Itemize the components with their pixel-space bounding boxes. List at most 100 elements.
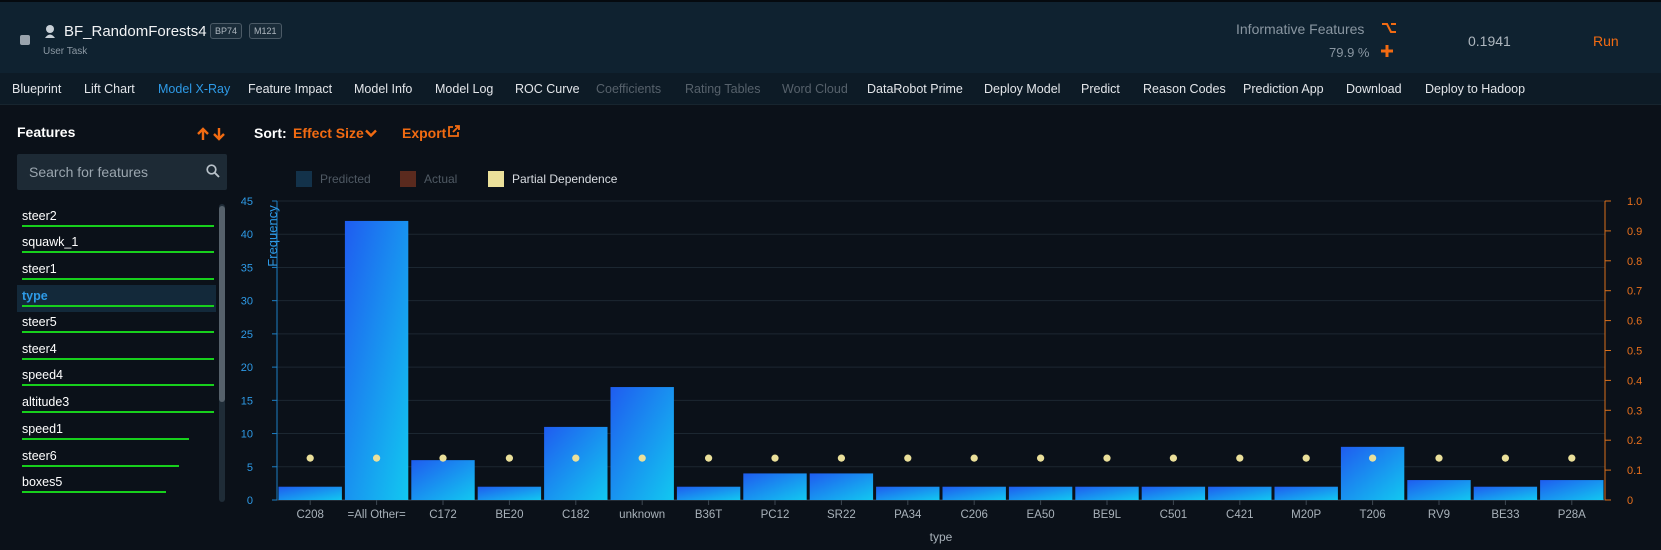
feature-item[interactable]: altitude3 — [17, 391, 216, 418]
tab-feature-impact[interactable]: Feature Impact — [248, 82, 333, 96]
feature-importance-bar — [22, 384, 214, 386]
legend-swatch-predicted[interactable] — [296, 171, 312, 187]
legend-swatch-actual[interactable] — [400, 171, 416, 187]
partial-dependence-point — [638, 454, 646, 462]
partial-dependence-point — [1302, 454, 1310, 462]
feature-item[interactable]: type — [17, 285, 216, 312]
feature-item[interactable]: steer2 — [17, 205, 216, 232]
tab-roc-curve[interactable]: ROC Curve — [515, 82, 580, 96]
y-tick-label: 35 — [241, 262, 253, 274]
tab-rating-tables: Rating Tables — [685, 82, 761, 96]
tab-prediction-app[interactable]: Prediction App — [1243, 82, 1324, 96]
y2-tick-label: 0.2 — [1627, 435, 1642, 447]
tab-datarobot-prime[interactable]: DataRobot Prime — [867, 82, 963, 96]
feature-list-icon[interactable] — [1381, 21, 1397, 35]
feature-item[interactable]: steer4 — [17, 338, 216, 365]
bar-ea50 — [1008, 486, 1073, 500]
feature-item[interactable]: speed1 — [17, 418, 216, 445]
feature-item[interactable]: steer6 — [17, 445, 216, 472]
informative-features-value: 79.9 % — [1329, 45, 1370, 60]
model-header: BF_RandomForests4 BP74 M121 User Task In… — [0, 0, 1661, 73]
feature-list-scroll-thumb[interactable] — [219, 206, 225, 402]
tab-lift-chart[interactable]: Lift Chart — [84, 82, 135, 96]
feature-name: altitude3 — [22, 395, 70, 409]
partial-dependence-point — [572, 454, 580, 462]
sort-label: Sort: — [254, 125, 287, 141]
tab-blueprint[interactable]: Blueprint — [12, 82, 62, 96]
model-title: BF_RandomForests4 — [64, 23, 207, 40]
x-tick-label: BE9L — [1093, 509, 1122, 521]
legend-label-actual[interactable]: Actual — [424, 172, 458, 186]
x-tick-label: C501 — [1160, 509, 1188, 521]
tab-deploy-to-hadoop[interactable]: Deploy to Hadoop — [1425, 82, 1526, 96]
bar-pa34 — [876, 486, 940, 500]
feature-name: squawk_1 — [22, 235, 79, 249]
bar-c172 — [411, 460, 475, 500]
tab-predict[interactable]: Predict — [1081, 82, 1120, 96]
partial-dependence-point — [1369, 454, 1377, 462]
feature-importance-bar — [22, 278, 214, 280]
tab-model-log[interactable]: Model Log — [435, 82, 494, 96]
feature-item[interactable]: boxes5 — [17, 471, 216, 498]
partial-dependence-point — [306, 454, 314, 462]
feature-importance-bar — [22, 358, 214, 360]
partial-dependence-point — [1568, 454, 1576, 462]
partial-dependence-point — [1501, 454, 1509, 462]
partial-dependence-point — [373, 454, 381, 462]
bar-c206 — [942, 486, 1006, 500]
partial-dependence-point — [771, 454, 779, 462]
partial-dependence-point — [1103, 454, 1111, 462]
x-tick-label: T206 — [1359, 509, 1385, 521]
sort-arrows-icon[interactable] — [197, 127, 227, 141]
y2-tick-label: 0 — [1627, 495, 1633, 507]
user-icon — [45, 25, 55, 38]
y-axis-title: Frequency — [265, 205, 280, 267]
y2-tick-label: 0.1 — [1627, 465, 1642, 477]
y-tick-label: 40 — [241, 229, 253, 241]
feature-search-input[interactable] — [17, 154, 227, 190]
x-tick-label: BE33 — [1491, 509, 1519, 521]
legend-label-partial-dependence[interactable]: Partial Dependence — [512, 172, 618, 186]
features-title: Features — [17, 124, 76, 140]
tab-deploy-model[interactable]: Deploy Model — [984, 82, 1061, 96]
partial-dependence-point — [705, 454, 713, 462]
feature-name: boxes5 — [22, 475, 63, 489]
informative-features-label: Informative Features — [1236, 21, 1365, 37]
sort-dropdown[interactable]: Effect Size — [293, 125, 364, 141]
feature-importance-bar — [22, 491, 166, 493]
bar-pc12 — [743, 473, 807, 500]
feature-name: steer6 — [22, 449, 57, 463]
feature-importance-bar — [22, 331, 214, 333]
x-tick-label: M20P — [1291, 509, 1321, 521]
model-select-checkbox[interactable] — [20, 35, 30, 45]
bar-be20 — [477, 486, 542, 500]
x-axis-title: type — [930, 530, 953, 544]
legend-label-predicted[interactable]: Predicted — [320, 172, 371, 186]
feature-item[interactable]: squawk_1 — [17, 231, 216, 258]
search-icon[interactable] — [206, 164, 220, 178]
tab-model-info[interactable]: Model Info — [354, 82, 413, 96]
y-tick-label: 20 — [241, 362, 253, 374]
run-button[interactable]: Run — [1593, 33, 1619, 49]
y-tick-label: 5 — [247, 462, 253, 474]
export-button[interactable]: Export — [402, 125, 447, 141]
x-tick-label: C421 — [1226, 509, 1254, 521]
tab-reason-codes[interactable]: Reason Codes — [1143, 82, 1226, 96]
x-tick-label: PC12 — [761, 509, 790, 521]
feature-importance-bar — [22, 465, 179, 467]
feature-importance-bar — [22, 225, 214, 227]
tab-download[interactable]: Download — [1346, 82, 1402, 96]
chevron-down-icon[interactable] — [365, 129, 377, 138]
tab-model-x-ray[interactable]: Model X-Ray — [158, 82, 231, 96]
legend-swatch-partial-dependence[interactable] — [488, 171, 504, 187]
feature-item[interactable]: steer1 — [17, 258, 216, 285]
plus-icon[interactable] — [1380, 44, 1394, 58]
feature-importance-bar — [22, 305, 214, 307]
feature-item[interactable]: speed4 — [17, 364, 216, 391]
export-icon[interactable] — [447, 124, 461, 138]
y2-tick-label: 0.6 — [1627, 316, 1642, 328]
feature-item[interactable]: steer5 — [17, 311, 216, 338]
bar-c208 — [278, 486, 342, 500]
y-tick-label: 15 — [241, 395, 253, 407]
bar--all-other- — [344, 220, 409, 500]
